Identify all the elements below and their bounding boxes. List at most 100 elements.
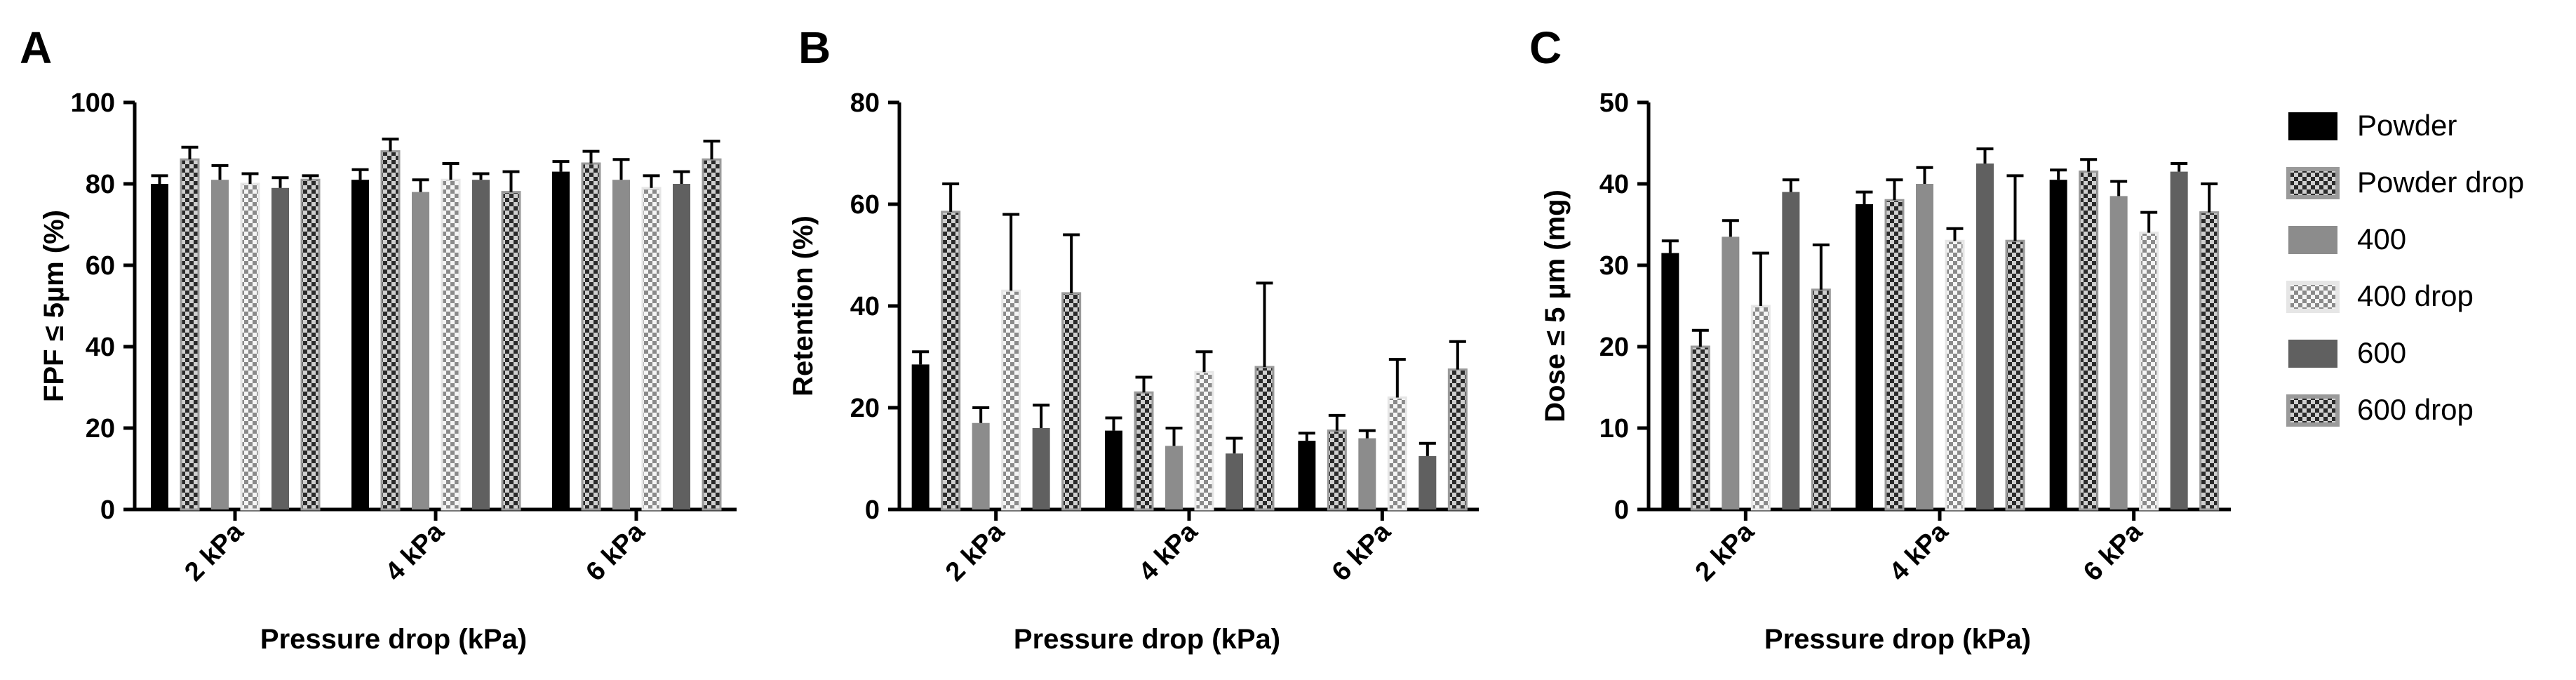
bar-powder-drop-4-kpa (1134, 391, 1154, 511)
x-tick-label: 4 kPa (380, 516, 450, 587)
x-tick-label: 6 kPa (2078, 516, 2149, 587)
bar-powder-4-kpa (351, 180, 369, 509)
y-tick-label: 80 (86, 170, 115, 199)
y-tick-label: 60 (86, 251, 115, 281)
y-axis-title: Dose ≤ 5 µm (mg) (1540, 189, 1571, 422)
y-tick-label: 40 (86, 333, 115, 362)
bar-600-6-kpa (2170, 171, 2188, 509)
legend-label: 400 (2357, 222, 2406, 255)
legend-swatch (2286, 167, 2340, 199)
legend-swatch (2286, 281, 2340, 313)
x-axis-title: Pressure drop (kPa) (260, 624, 527, 655)
y-tick-label: 40 (1599, 170, 1629, 199)
bar-powder-drop-6-kpa (2079, 171, 2099, 511)
bar-400-drop-2-kpa (1001, 289, 1021, 511)
x-tick-label: 2 kPa (940, 516, 1011, 587)
x-tick-label: 6 kPa (1327, 516, 1397, 587)
legend-label: Powder (2357, 109, 2457, 142)
legend-item-600-drop: 600 drop (2286, 393, 2474, 427)
panel-letter: A (20, 22, 52, 73)
bar-600-drop-4-kpa (501, 191, 521, 511)
x-tick-label: 6 kPa (580, 516, 651, 587)
panel-a: A 0 20 40 60 80 100 FPF ≤ 5µm (%) 2 kPa 4 kPa 6 kP… (20, 22, 737, 655)
bar-600-2-kpa (1032, 428, 1050, 509)
bar-400-4-kpa (412, 192, 429, 509)
bar-powder-6-kpa (1298, 441, 1316, 509)
bar-600-drop-4-kpa (2005, 239, 2025, 511)
bar-600-drop-2-kpa (1061, 292, 1082, 511)
bar-powder-drop-6-kpa (581, 162, 601, 511)
y-axis-title: Retention (%) (788, 215, 819, 396)
bar-600-drop-6-kpa (1447, 368, 1468, 511)
bar-400-drop-6-kpa (2139, 232, 2159, 511)
bar-400-drop-2-kpa (240, 182, 260, 511)
bar-powder-4-kpa (1105, 430, 1122, 509)
legend-swatch (2288, 340, 2337, 368)
x-axis-title: Pressure drop (kPa) (1014, 624, 1280, 655)
x-axis-title: Pressure drop (kPa) (1764, 624, 2031, 655)
bar-600-2-kpa (271, 187, 289, 509)
y-tick-label: 20 (86, 414, 115, 444)
y-tick-label: 20 (1599, 333, 1629, 362)
legend-swatch (2288, 112, 2337, 140)
bar-600-drop-4-kpa (1254, 366, 1275, 511)
legend-swatch (2286, 394, 2340, 427)
bar-powder-4-kpa (1856, 204, 1873, 509)
bar-400-4-kpa (1916, 184, 1933, 509)
x-tick-label: 4 kPa (1884, 516, 1954, 587)
bar-400-drop-2-kpa (1750, 305, 1771, 511)
bar-400-drop-6-kpa (641, 187, 662, 511)
bar-600-6-kpa (673, 184, 690, 509)
y-tick-label: 100 (71, 88, 115, 118)
bar-400-4-kpa (1165, 446, 1183, 509)
y-tick-label: 20 (850, 394, 880, 423)
y-tick-label: 0 (100, 495, 115, 525)
panel-letter: C (1529, 22, 1562, 73)
bar-400-6-kpa (612, 180, 630, 509)
legend: Powder Powder drop 400 400 drop 600 600 drop (2286, 109, 2524, 427)
legend-item-400: 400 (2288, 222, 2406, 255)
bar-400-2-kpa (1722, 236, 1740, 509)
x-tick-label: 2 kPa (179, 516, 250, 587)
legend-item-400-drop: 400 drop (2286, 279, 2474, 313)
y-tick-label: 0 (865, 495, 880, 525)
legend-label: 600 drop (2357, 393, 2474, 426)
bar-600-4-kpa (472, 180, 490, 509)
bar-powder-6-kpa (552, 171, 570, 509)
bar-powder-drop-2-kpa (1690, 345, 1710, 511)
bar-400-drop-6-kpa (1387, 396, 1407, 511)
y-tick-label: 10 (1599, 414, 1629, 444)
y-tick-label: 60 (850, 190, 880, 220)
bar-600-4-kpa (1226, 453, 1243, 509)
y-tick-label: 50 (1599, 88, 1629, 118)
y-tick-label: 80 (850, 88, 880, 118)
bar-400-drop-4-kpa (441, 178, 461, 511)
y-axis-title: FPF ≤ 5µm (%) (39, 210, 69, 402)
bar-600-6-kpa (1418, 455, 1437, 509)
bar-powder-2-kpa (151, 184, 168, 509)
bar-powder-drop-2-kpa (180, 158, 200, 511)
bar-powder-2-kpa (911, 364, 930, 509)
bar-400-6-kpa (2109, 196, 2128, 509)
legend-label: 600 (2357, 336, 2406, 369)
bar-600-drop-6-kpa (702, 158, 722, 511)
panel-letter: B (798, 22, 831, 73)
bar-600-drop-2-kpa (300, 178, 321, 511)
bar-600-drop-6-kpa (2199, 211, 2220, 511)
legend-item-powder: Powder (2288, 109, 2457, 142)
panel-c: C 0 10 20 30 40 50 Dose ≤ 5 µm (mg) 2 kPa 4 kPa 6 … (1529, 22, 2231, 655)
bar-powder-drop-2-kpa (941, 211, 961, 511)
bar-powder-6-kpa (2049, 180, 2067, 509)
bar-400-drop-4-kpa (1945, 239, 1965, 511)
bar-powder-drop-4-kpa (380, 150, 401, 511)
bar-600-drop-2-kpa (1811, 288, 1831, 511)
bar-powder-2-kpa (1661, 253, 1679, 509)
legend-label: 400 drop (2357, 279, 2474, 312)
bar-400-6-kpa (1358, 438, 1376, 509)
y-tick-label: 0 (1614, 495, 1629, 525)
bar-400-2-kpa (972, 422, 990, 509)
bar-400-2-kpa (211, 180, 229, 509)
bar-600-2-kpa (1782, 192, 1800, 509)
